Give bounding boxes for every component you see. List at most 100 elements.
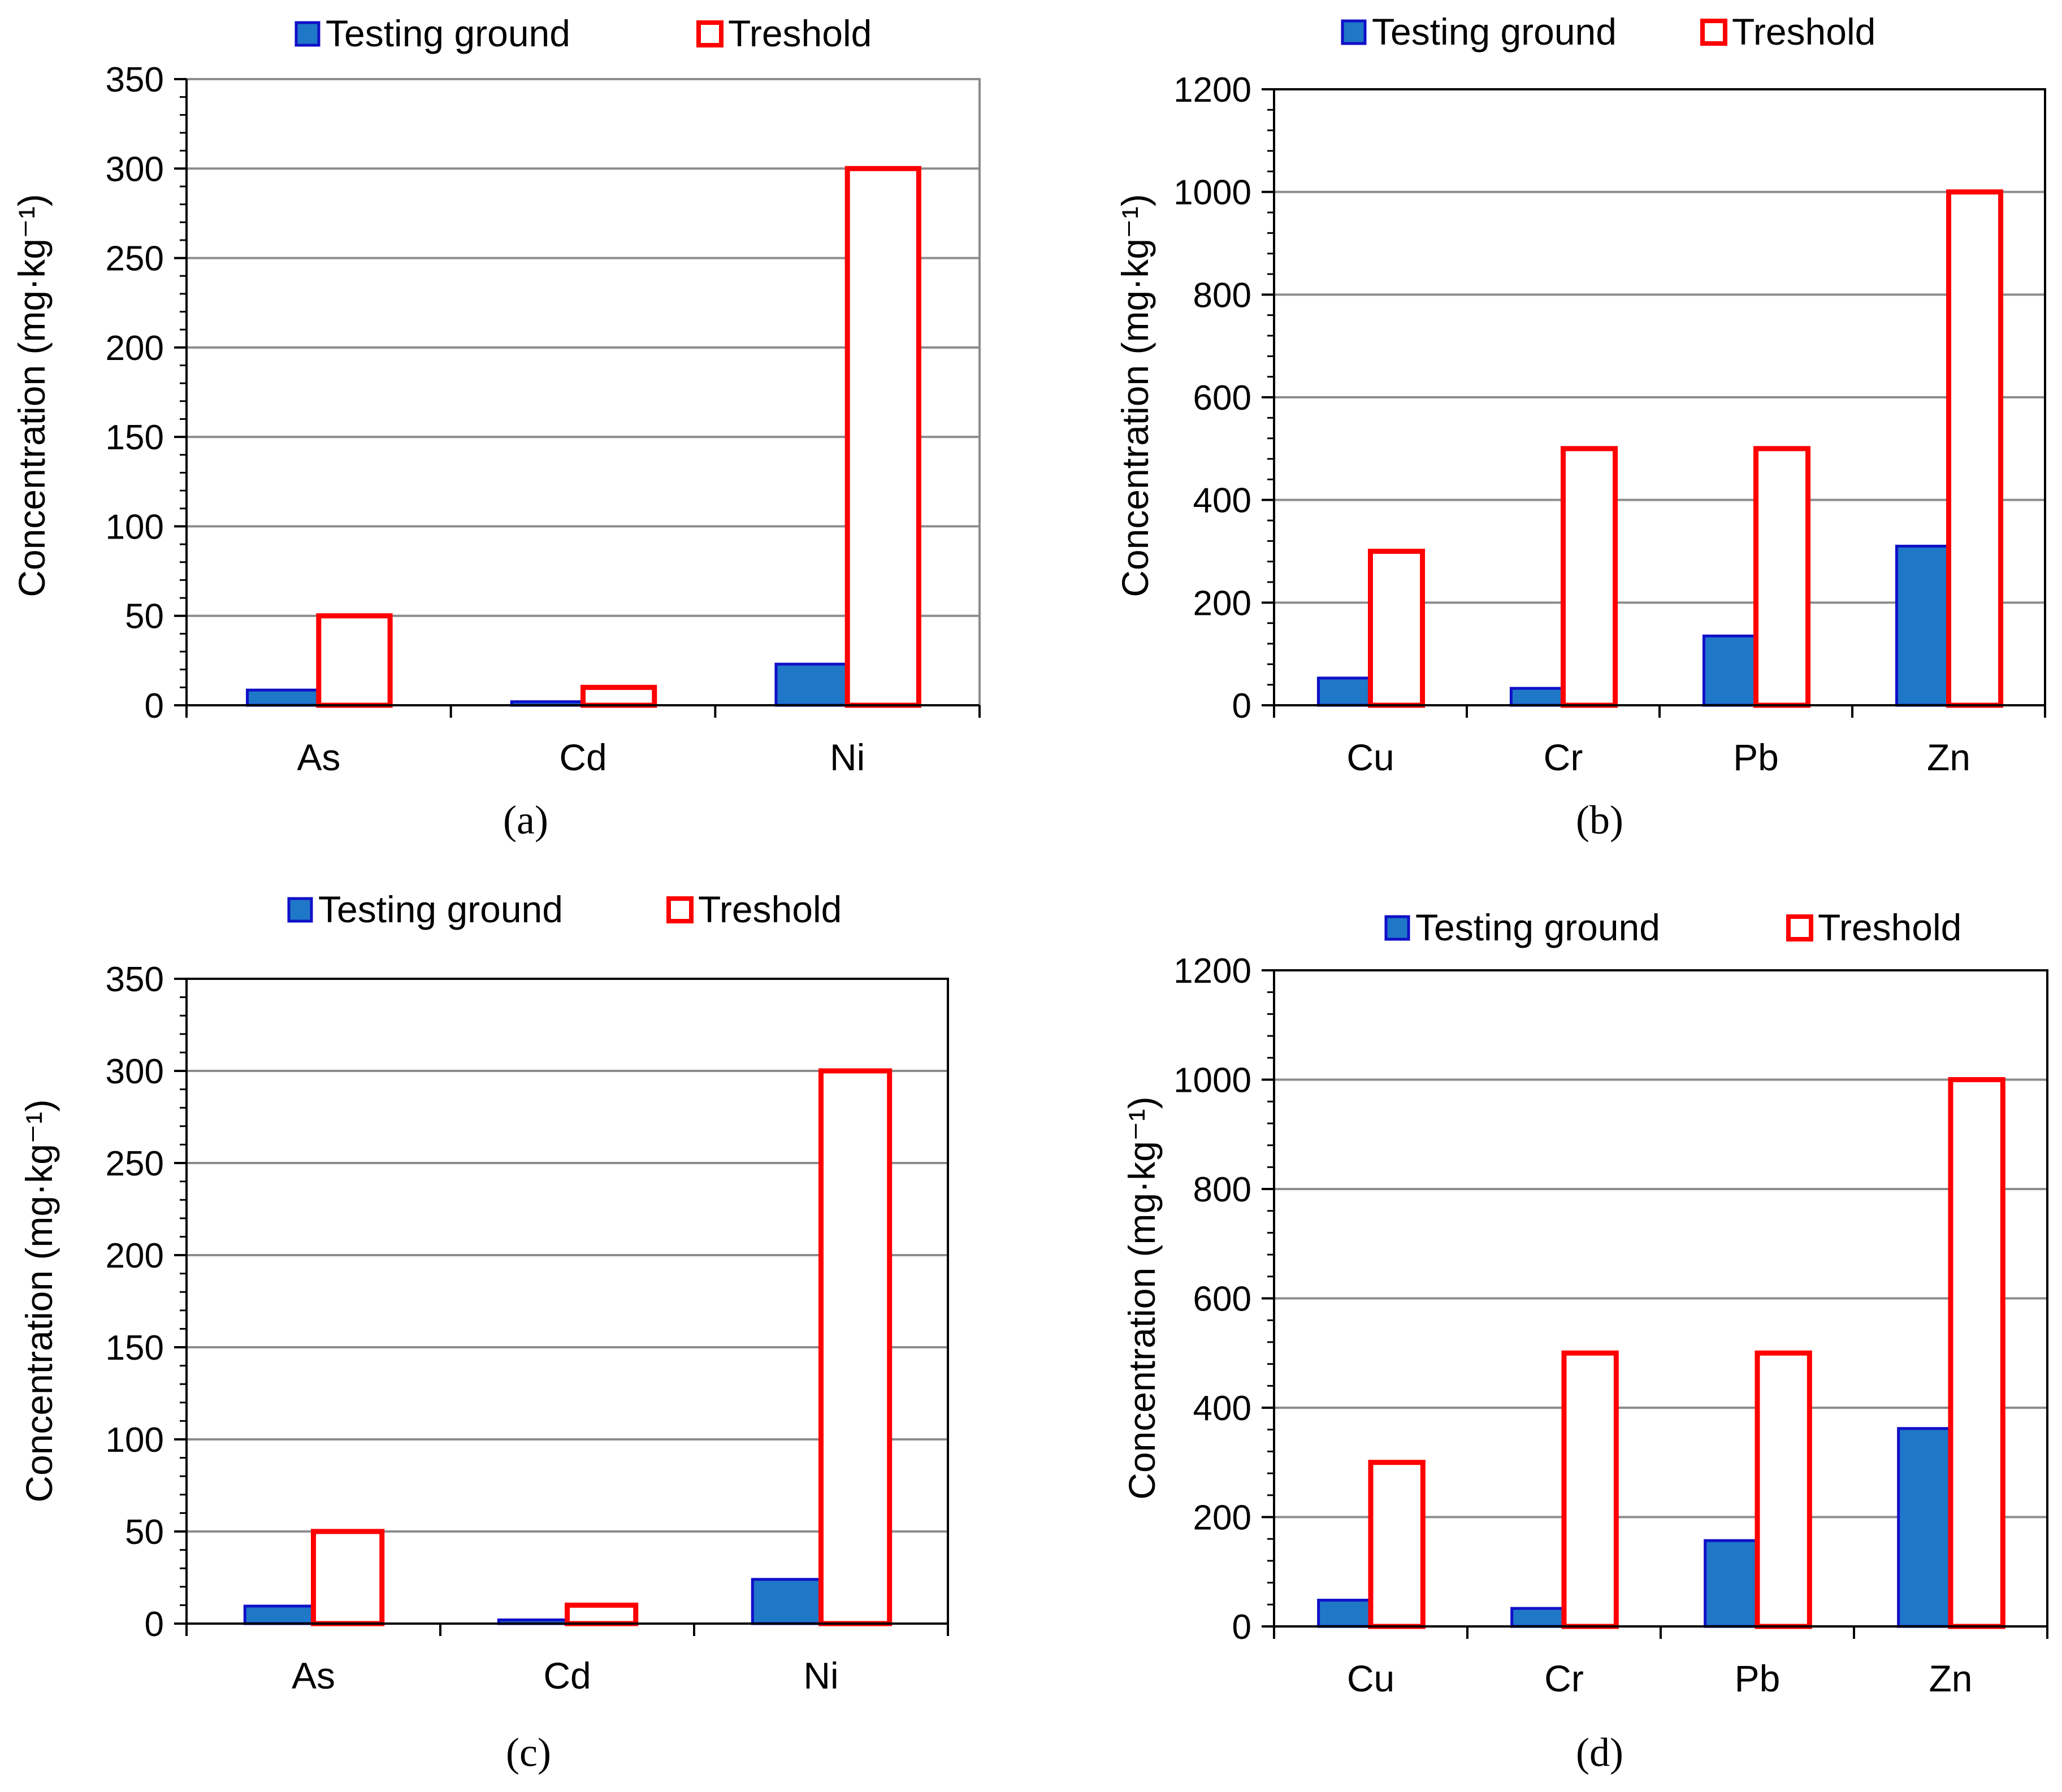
x-tick-label-ni: Ni (803, 1655, 838, 1696)
bars (1317, 1077, 2005, 1629)
y-tick-label: 200 (1193, 584, 1251, 623)
y-tick-label: 300 (106, 150, 164, 189)
y-tick-label: 200 (106, 1236, 164, 1275)
y-ticks: 0 200 400 600 800 1000 1200 (1173, 71, 1274, 726)
y-tick-label: 150 (106, 1329, 164, 1368)
x-tick-label-cd: Cd (543, 1655, 591, 1696)
y-tick-label: 300 (106, 1052, 164, 1091)
y-tick-label: 250 (106, 240, 164, 279)
panel-caption: (a) (503, 797, 548, 843)
bar-threshold-pb (1755, 1350, 1812, 1629)
x-ticks: Cu Cr Pb Zn (1273, 1626, 2048, 1699)
y-tick-label: 100 (106, 1421, 164, 1460)
bar-testing-ground-as (243, 1604, 315, 1625)
bars (1316, 189, 2004, 708)
legend-label-testing-ground: Testing ground (326, 12, 570, 54)
y-tick-label: 350 (106, 60, 164, 99)
legend-label-testing-ground: Testing ground (1372, 11, 1617, 53)
y-ticks: 0 50 100 150 200 250 300 350 (106, 960, 187, 1644)
y-tick-label: 800 (1193, 276, 1251, 315)
y-tick-label: 100 (106, 507, 164, 546)
legend-label-threshold: Treshold (728, 12, 872, 54)
bar-testing-ground-zn (1897, 1427, 1952, 1628)
y-tick-label: 50 (125, 597, 164, 636)
y-tick-label: 150 (106, 418, 164, 457)
x-tick-label-pb: Pb (1733, 736, 1779, 778)
x-tick-label-cd: Cd (559, 736, 607, 778)
y-tick-label: 0 (145, 1605, 164, 1644)
bar-testing-ground-cu (1316, 676, 1372, 707)
x-tick-label-as: As (292, 1655, 335, 1696)
y-tick-label: 350 (106, 960, 164, 999)
x-tick-label-zn: Zn (1927, 736, 1970, 778)
bar-threshold-zn (1946, 189, 2004, 708)
bar-testing-ground-cu (1317, 1599, 1372, 1628)
bars (246, 166, 921, 708)
x-tick-label-cu: Cu (1346, 736, 1394, 778)
bar-testing-ground-zn (1895, 544, 1950, 707)
legend-swatch-testing-ground (1341, 19, 1367, 45)
legend-swatch-threshold (696, 20, 724, 47)
y-axis-label: Concentration (mg·kg⁻¹) (1114, 194, 1156, 597)
y-tick-label: 50 (125, 1513, 164, 1552)
x-tick-label-cu: Cu (1347, 1658, 1394, 1699)
bar-threshold-cr (1561, 1350, 1619, 1629)
bar-testing-ground-cr (1510, 1607, 1566, 1628)
y-tick-label: 600 (1193, 379, 1251, 418)
chart-panel-a: Testing ground Treshold 0 50 100 150 200 250 300… (11, 12, 981, 843)
bar-threshold-as (316, 613, 393, 708)
legend: Testing ground Treshold (1341, 11, 1875, 53)
y-tick-label: 250 (106, 1144, 164, 1183)
y-tick-label: 1200 (1173, 952, 1251, 991)
y-tick-label: 400 (1193, 481, 1251, 520)
x-tick-label-cr: Cr (1544, 1658, 1584, 1699)
legend-swatch-testing-ground (294, 21, 320, 47)
bar-threshold-ni (818, 1068, 893, 1626)
x-tick-label-zn: Zn (1929, 1658, 1972, 1699)
legend-swatch-testing-ground (287, 897, 313, 923)
x-ticks: As Cd Ni (185, 705, 981, 778)
gridlines (1274, 190, 2045, 604)
chart-panel-d: Testing ground Treshold 0 200 400 600 800 1000 1… (1121, 906, 2048, 1775)
bar-testing-ground-pb (1702, 634, 1757, 707)
y-tick-label: 1200 (1173, 71, 1251, 110)
bars (243, 1068, 893, 1626)
x-tick-label-pb: Pb (1735, 1658, 1781, 1699)
legend-swatch-testing-ground (1384, 915, 1410, 941)
bar-threshold-cu (1368, 1460, 1426, 1629)
y-tick-label: 800 (1193, 1170, 1251, 1209)
bar-threshold-cu (1368, 549, 1426, 708)
bar-testing-ground-cr (1509, 687, 1565, 707)
panel-caption: (c) (506, 1730, 551, 1775)
bar-threshold-zn (1948, 1077, 2005, 1629)
legend-label-testing-ground: Testing ground (1415, 906, 1660, 948)
y-tick-label: 0 (1232, 1608, 1251, 1647)
y-tick-label: 400 (1193, 1389, 1251, 1428)
y-ticks: 0 50 100 150 200 250 300 350 (106, 60, 187, 726)
bar-threshold-cd (581, 684, 657, 708)
bar-testing-ground-ni (751, 1578, 823, 1625)
y-tick-label: 200 (1193, 1499, 1251, 1538)
y-tick-label: 600 (1193, 1280, 1251, 1319)
y-tick-label: 200 (106, 329, 164, 368)
x-tick-label-as: As (297, 736, 340, 778)
bar-testing-ground-ni (774, 662, 849, 707)
bar-threshold-cd (565, 1602, 639, 1626)
y-tick-label: 0 (145, 687, 164, 726)
panel-caption: (d) (1576, 1730, 1623, 1775)
y-ticks: 0 200 400 600 800 1000 1200 (1173, 952, 1274, 1647)
legend-label-threshold: Treshold (698, 888, 842, 930)
legend-swatch-threshold (666, 896, 694, 923)
y-tick-label: 1000 (1173, 1061, 1251, 1100)
panel-caption: (b) (1576, 797, 1623, 843)
legend-swatch-threshold (1786, 914, 1813, 941)
legend-label-testing-ground: Testing ground (318, 888, 563, 930)
legend: Testing ground Treshold (287, 888, 842, 930)
bar-threshold-ni (844, 166, 921, 708)
chart-panel-c: Testing ground Treshold 0 50 100 150 200 250 300… (18, 888, 949, 1775)
legend-label-threshold: Treshold (1818, 906, 1961, 948)
y-tick-label: 1000 (1173, 173, 1251, 212)
legend-label-threshold: Treshold (1732, 11, 1875, 53)
bar-threshold-as (311, 1529, 385, 1626)
